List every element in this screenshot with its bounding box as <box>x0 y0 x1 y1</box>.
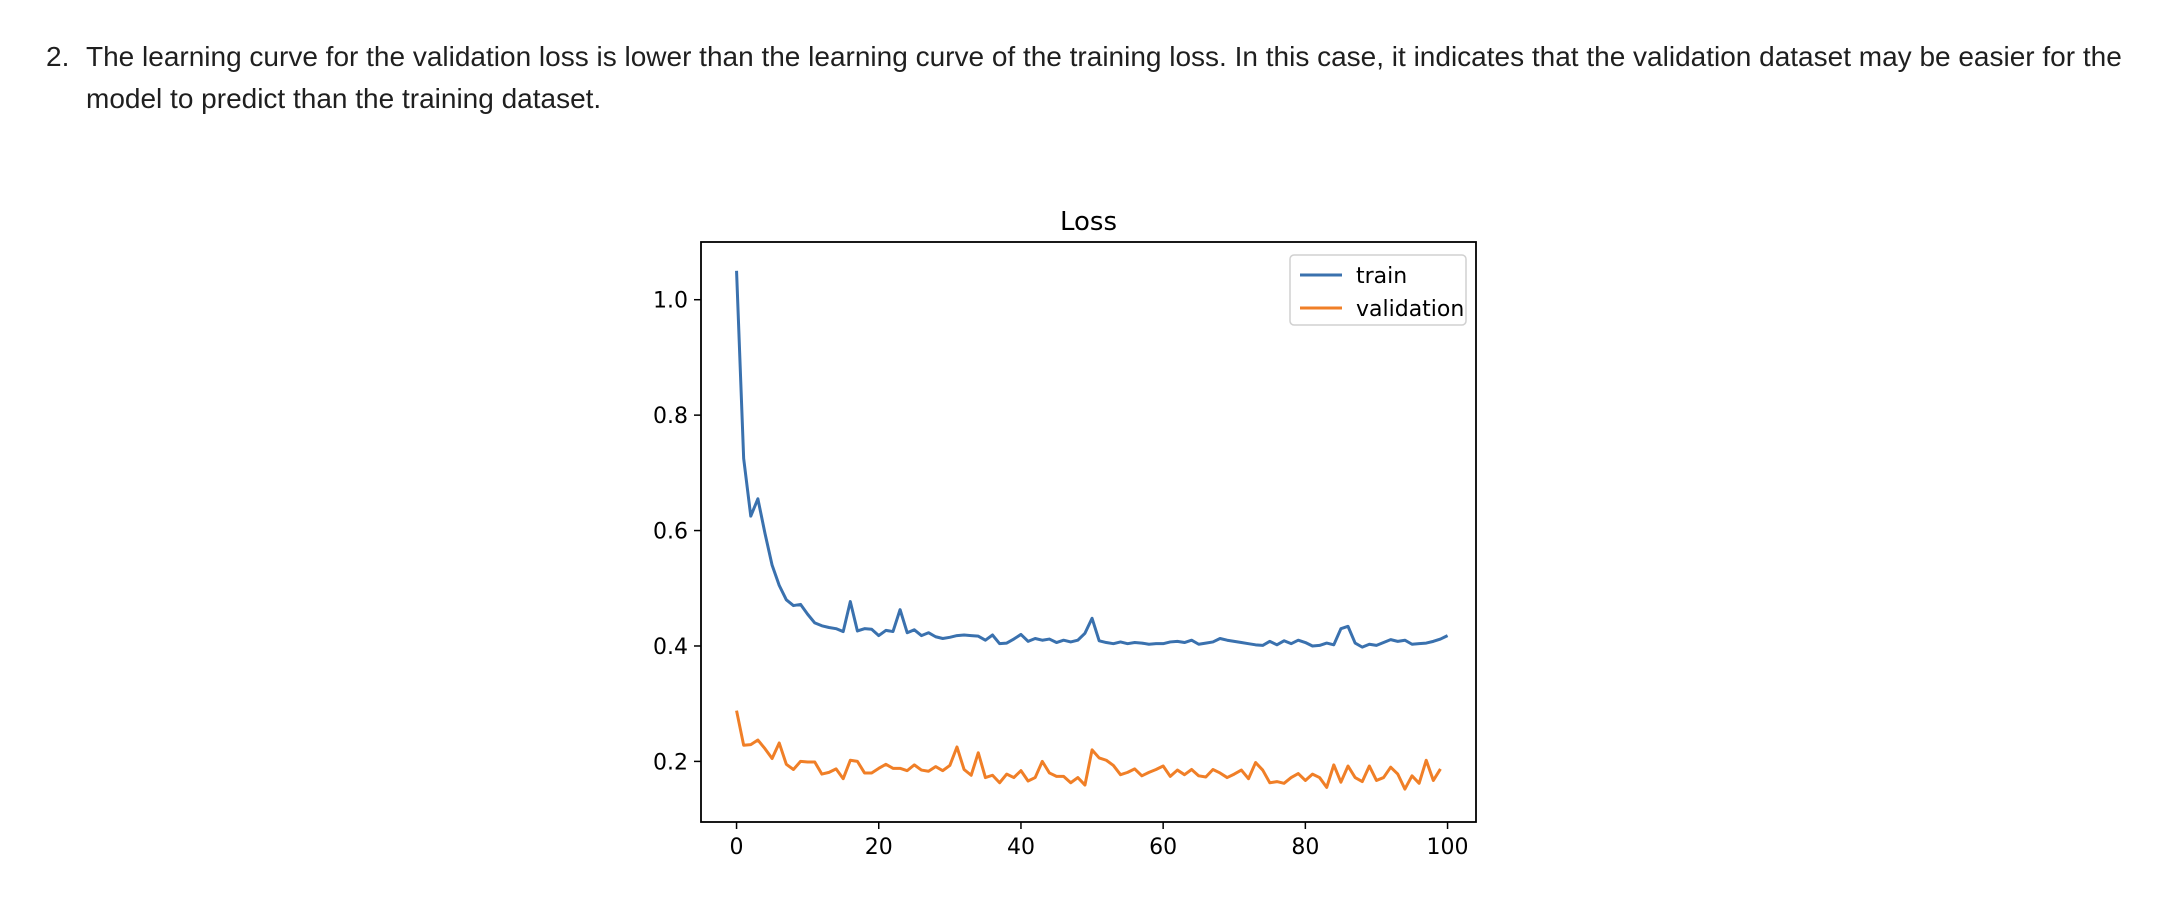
legend-label: validation <box>1356 297 1464 322</box>
x-tick-label: 0 <box>730 835 744 860</box>
list-item-text: The learning curve for the validation lo… <box>86 41 2122 114</box>
x-tick-label: 40 <box>1007 835 1035 860</box>
plot-frame <box>700 241 1477 823</box>
chart-title: Loss <box>1060 207 1117 237</box>
loss-chart: Loss 0 20 40 60 80 100 0.2 0.4 0.6 0.8 1.0 train vali… <box>653 207 1477 860</box>
series-line-validation <box>735 710 1442 791</box>
x-tick-label: 60 <box>1149 835 1177 860</box>
list-item-number: 2. <box>46 41 70 72</box>
x-tick-label: 20 <box>865 835 893 860</box>
series-line-train <box>735 270 1449 649</box>
x-tick-label: 100 <box>1427 835 1469 860</box>
y-tick-label: 0.2 <box>653 750 688 775</box>
x-tick-label: 80 <box>1291 835 1319 860</box>
y-tick-label: 0.8 <box>653 404 688 429</box>
legend-label: train <box>1356 264 1407 289</box>
numbered-list-item: 2. The learning curve for the validation… <box>46 36 2136 120</box>
y-tick-label: 1.0 <box>653 289 688 314</box>
y-tick-label: 0.6 <box>653 520 688 545</box>
y-tick-label: 0.4 <box>653 635 688 660</box>
